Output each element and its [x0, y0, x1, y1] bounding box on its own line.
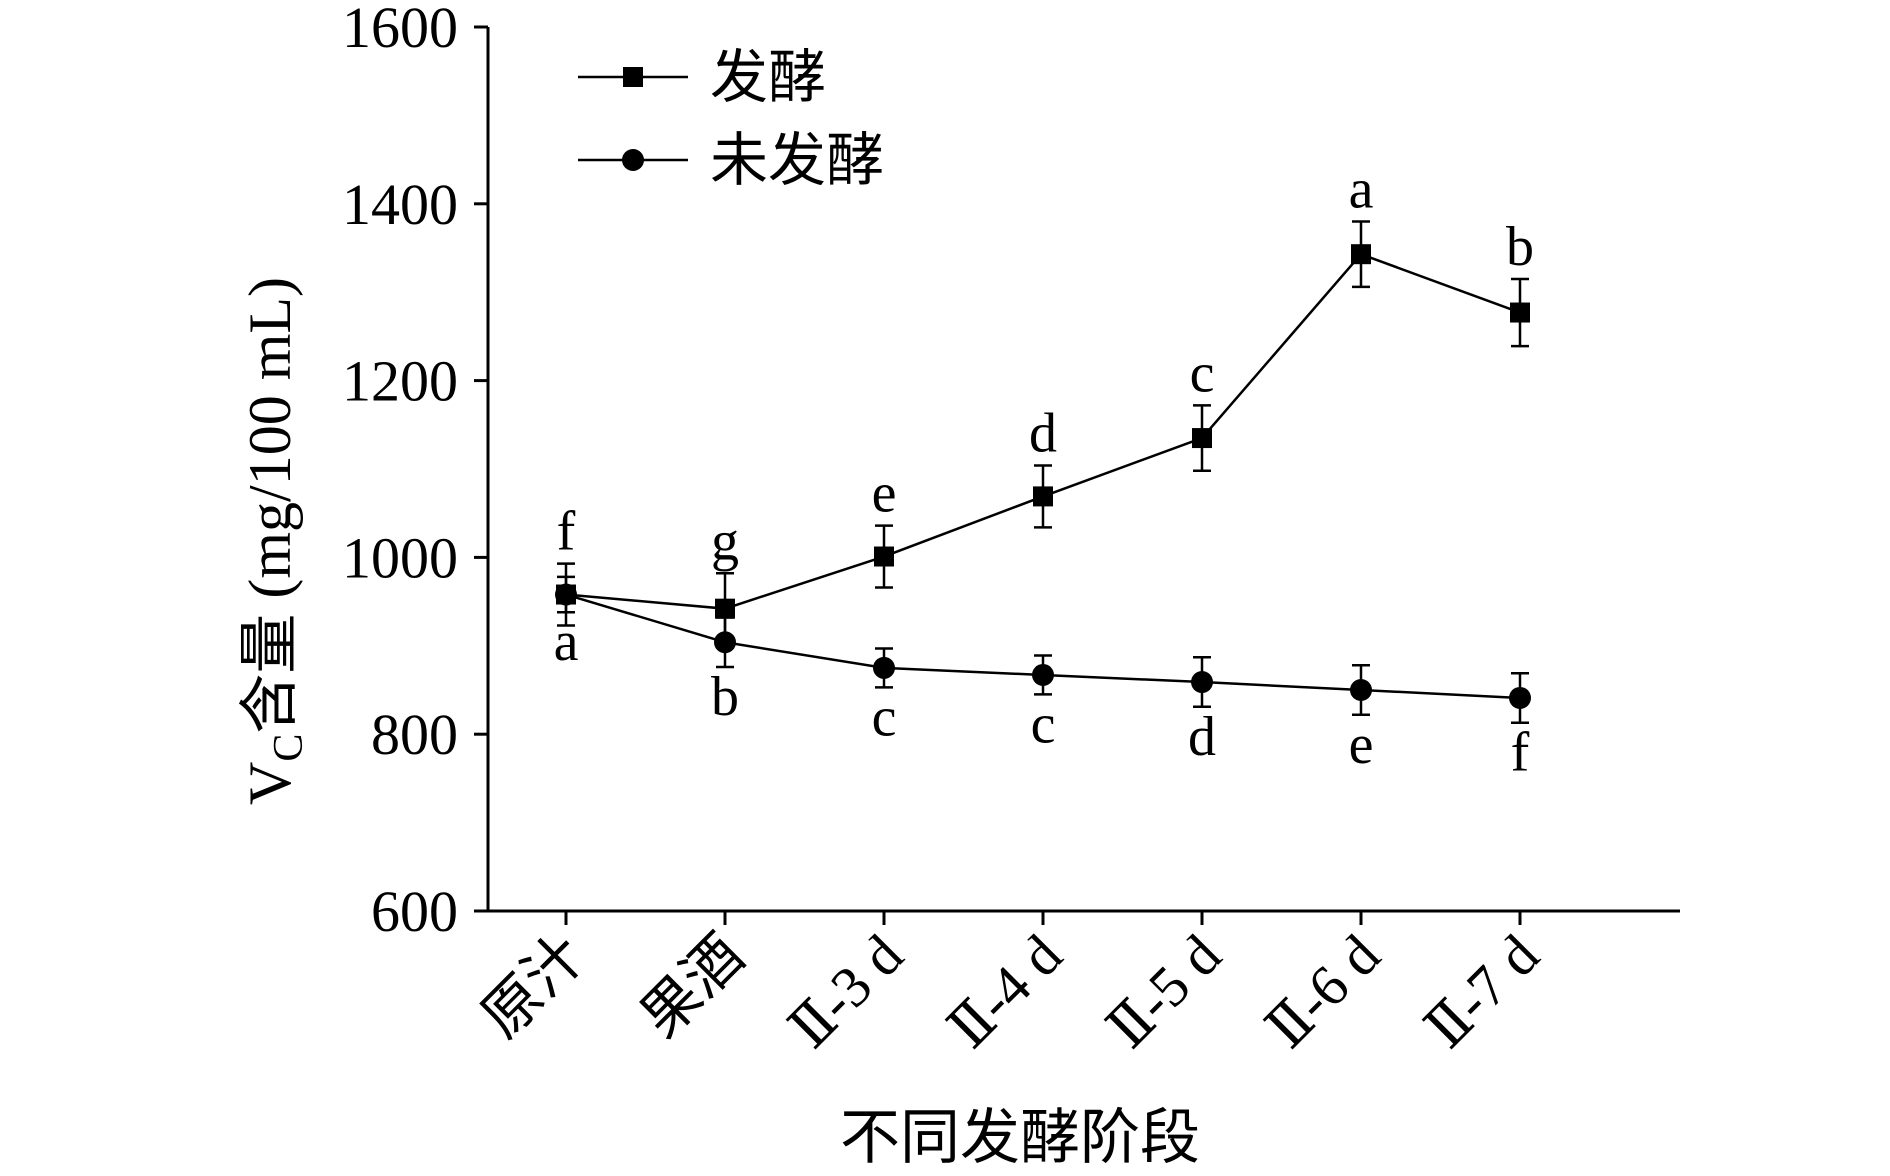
- series-layer: f g e d c a b a b c c d e f: [554, 158, 1534, 783]
- x-tick-label: 果酒: [628, 922, 756, 1050]
- significance-letter: c: [1190, 342, 1215, 404]
- y-tick-label: 1200: [342, 349, 458, 414]
- significance-letter: a: [1349, 158, 1374, 220]
- data-point: [1509, 686, 1531, 709]
- data-point: [1351, 244, 1371, 265]
- significance-letter: b: [1506, 216, 1534, 278]
- y-tick-label: 1400: [342, 172, 458, 237]
- significance-letter: d: [1029, 402, 1057, 464]
- y-axis-title-rest: 含量 (mg/100 mL): [237, 277, 303, 734]
- legend-label: 发酵: [710, 45, 826, 110]
- data-point: [714, 631, 736, 654]
- data-point: [1192, 428, 1212, 449]
- y-ticks: 600 800 1000 1200 1400 1600: [342, 0, 488, 944]
- axes: [486, 27, 1680, 913]
- x-tick-label: Ⅱ-5 d: [1094, 922, 1233, 1061]
- significance-letter: g: [711, 510, 739, 572]
- significance-letter: f: [557, 501, 576, 563]
- x-tick-label: Ⅱ-6 d: [1253, 922, 1392, 1061]
- x-tick-label: Ⅱ-4 d: [935, 922, 1074, 1061]
- data-point: [874, 546, 894, 567]
- y-axis-title-main: V: [237, 762, 303, 805]
- legend-item: 未发酵: [578, 128, 884, 193]
- data-point: [1510, 302, 1530, 323]
- y-axis-title: VC含量 (mg/100 mL): [237, 277, 312, 805]
- significance-letter: c: [1031, 693, 1056, 755]
- data-point: [715, 598, 735, 619]
- data-point: [873, 656, 895, 679]
- data-point: [555, 583, 577, 606]
- legend-marker: [622, 149, 644, 171]
- x-tick-label: Ⅱ-7 d: [1412, 922, 1551, 1061]
- significance-letter: b: [711, 666, 739, 728]
- data-point: [1350, 679, 1372, 701]
- y-tick-label: 600: [371, 879, 458, 944]
- significance-letter: f: [1511, 722, 1530, 784]
- y-tick-label: 1600: [342, 0, 458, 60]
- x-tick-label: Ⅱ-3 d: [776, 922, 915, 1061]
- legend-item: 发酵: [578, 45, 826, 110]
- data-point: [1032, 663, 1054, 686]
- data-point: [1191, 671, 1213, 694]
- significance-letter: d: [1188, 706, 1216, 768]
- significance-letter: c: [872, 686, 897, 748]
- legend-label: 未发酵: [710, 128, 884, 193]
- series-2: a b c c d e f: [554, 575, 1531, 784]
- x-ticks: 原汁 果酒 Ⅱ-3 d Ⅱ-4 d Ⅱ-5 d Ⅱ-6 d Ⅱ-7 d: [469, 911, 1551, 1061]
- significance-letter: e: [1349, 714, 1374, 776]
- x-tick-label: 原汁: [469, 922, 597, 1050]
- x-axis-title: 不同发酵阶段: [840, 1105, 1200, 1171]
- data-point: [1033, 486, 1053, 507]
- y-tick-label: 800: [371, 702, 458, 767]
- legend-marker: [623, 67, 643, 87]
- series-1: f g e d c a b: [556, 158, 1534, 646]
- y-tick-label: 1000: [342, 525, 458, 590]
- y-axis-title-subscript: C: [266, 734, 312, 762]
- significance-letter: a: [554, 611, 579, 673]
- significance-letter: e: [872, 463, 897, 525]
